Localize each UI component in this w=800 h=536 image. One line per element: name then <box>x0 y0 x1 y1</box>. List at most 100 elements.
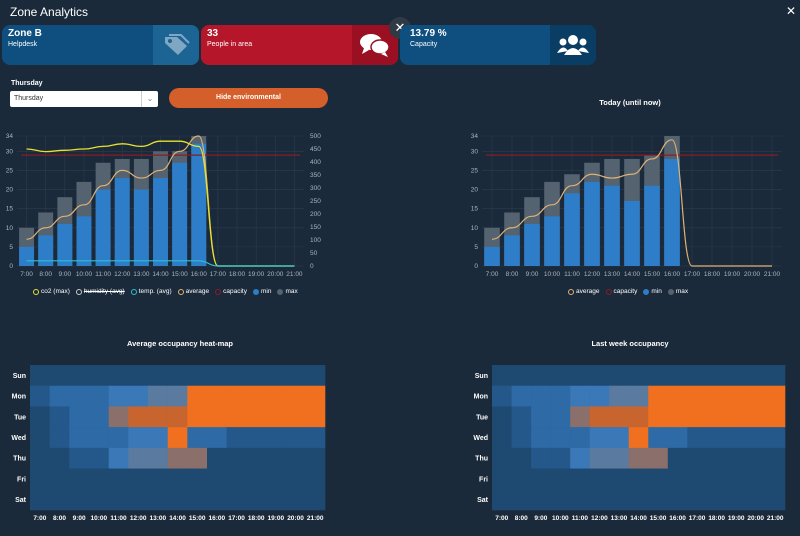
heat-cell <box>167 406 188 428</box>
y-tick-label: 0 <box>9 263 13 270</box>
heat-cell <box>108 447 129 469</box>
legend-temp[interactable]: temp. (avg) <box>130 288 172 295</box>
legend2-capacity[interactable]: capacity <box>605 288 638 295</box>
day-label: Thursday <box>11 80 43 87</box>
heat-col-label: 16:00 <box>669 515 686 522</box>
x-tick-label: 19:00 <box>248 271 265 278</box>
heat-cell <box>207 427 227 449</box>
heat-cell <box>745 406 766 428</box>
heat-cell <box>128 468 149 490</box>
heat-cell <box>531 468 551 490</box>
legend-average[interactable]: average <box>177 288 209 295</box>
heat-cell <box>187 468 208 490</box>
heat-cell <box>285 468 306 490</box>
heat-cell <box>609 406 630 428</box>
heat-cell <box>49 468 70 490</box>
heat-cell <box>128 447 149 469</box>
heat-row-label: Tue <box>476 414 488 421</box>
y-tick-label: 30 <box>471 148 479 155</box>
legend2-min[interactable]: min <box>643 288 662 295</box>
heat-cell <box>266 447 286 469</box>
x-tick-label: 18:00 <box>229 271 246 278</box>
heat-cell <box>128 406 149 428</box>
legend-min[interactable]: min <box>252 288 272 295</box>
heat-cell <box>726 447 747 469</box>
heat-cell <box>531 447 551 469</box>
window-close-icon[interactable]: ✕ <box>786 4 797 18</box>
heat-cell <box>589 365 610 387</box>
heat-col-label: 12:00 <box>130 515 147 522</box>
heat-cell <box>305 468 326 490</box>
legend2-capacity-label: capacity <box>613 288 638 295</box>
y-tick-label: 20 <box>471 187 479 194</box>
y-tick-label: 5 <box>9 244 13 251</box>
heat-cell <box>30 489 50 511</box>
heat-cell <box>108 468 129 490</box>
heat-cell <box>148 385 168 407</box>
chevron-down-icon[interactable]: ⌄ <box>141 91 158 107</box>
bar-min <box>484 246 500 266</box>
heat-cell <box>765 406 786 428</box>
heat-row-label: Sat <box>477 497 489 504</box>
heat-cell <box>609 385 630 407</box>
heat-cell <box>246 447 267 469</box>
heat-cell <box>266 385 286 407</box>
heat-cell <box>30 385 50 407</box>
legend-max[interactable]: max <box>277 288 298 295</box>
heatmap-lastweek-title: Last week occupancy <box>591 339 669 348</box>
heat-cell <box>706 427 727 449</box>
heat-col-label: 11:00 <box>572 515 589 522</box>
heat-cell <box>49 427 70 449</box>
heat-cell <box>30 365 50 387</box>
hide-environmental-button[interactable]: Hide environmental <box>169 88 328 108</box>
legend2-max[interactable]: max <box>667 288 688 295</box>
heat-col-label: 18:00 <box>248 515 265 522</box>
bar-min <box>584 181 600 266</box>
y-tick-label: 25 <box>6 167 14 174</box>
heat-cell <box>628 385 649 407</box>
x-tick-label: 19:00 <box>724 271 741 278</box>
heat-cell <box>69 406 90 428</box>
heat-cell <box>511 447 532 469</box>
heat-cell <box>550 447 571 469</box>
title-bar: Zone Analytics ✕ <box>0 0 800 24</box>
heat-cell <box>108 385 129 407</box>
heat-cell <box>628 427 649 449</box>
day-select[interactable]: Thursday ⌄ <box>10 91 158 107</box>
heat-cell <box>187 365 208 387</box>
legend-co2[interactable]: co2 (max) <box>33 288 70 295</box>
heat-cell <box>667 468 688 490</box>
heat-col-label: 20:00 <box>287 515 304 522</box>
heat-cell <box>628 406 649 428</box>
y-right-tick-label: 50 <box>310 250 318 257</box>
heat-col-label: 13:00 <box>150 515 167 522</box>
heat-cell <box>511 427 532 449</box>
y-right-tick-label: 0 <box>310 263 314 270</box>
heat-col-label: 8:00 <box>515 515 528 522</box>
heat-cell <box>305 365 326 387</box>
heat-cell <box>305 489 326 511</box>
heat-cell <box>49 406 70 428</box>
heat-cell <box>492 489 512 511</box>
heat-cell <box>589 427 610 449</box>
heat-cell <box>226 406 247 428</box>
legend2-average[interactable]: average <box>568 288 600 295</box>
legend-min-label: min <box>260 288 272 295</box>
bar-min <box>153 178 168 266</box>
heat-cell <box>726 468 747 490</box>
heat-cell <box>207 447 227 469</box>
heat-row-label: Fri <box>479 476 488 483</box>
legend-capacity[interactable]: capacity <box>215 288 247 295</box>
heat-cell <box>589 406 610 428</box>
legend-humidity[interactable]: humidity (avg) <box>75 288 125 295</box>
heat-cell <box>246 468 267 490</box>
heat-cell <box>726 365 747 387</box>
heat-col-label: 21:00 <box>767 515 784 522</box>
heat-cell <box>167 427 188 449</box>
heat-cell <box>531 406 551 428</box>
bar-min <box>172 162 188 266</box>
heat-row-label: Tue <box>14 414 26 421</box>
heat-col-label: 9:00 <box>73 515 86 522</box>
heat-cell <box>765 385 786 407</box>
heat-cell <box>745 447 766 469</box>
